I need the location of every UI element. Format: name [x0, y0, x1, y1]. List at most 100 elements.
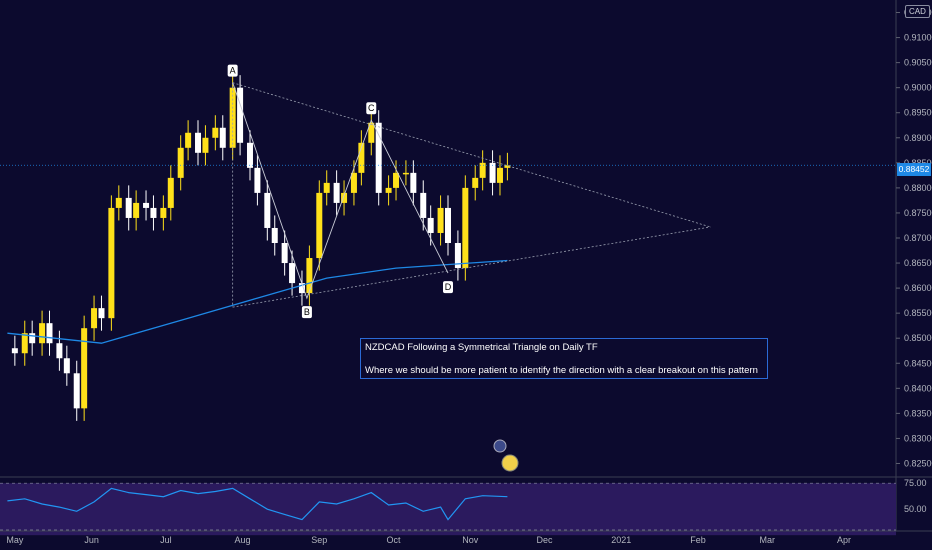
candle-body: [63, 358, 70, 374]
candle-body: [195, 132, 202, 153]
candle-body: [316, 192, 323, 259]
candle-body: [246, 142, 253, 168]
candle-body: [454, 243, 461, 269]
candle-body: [264, 192, 271, 228]
candle-body: [115, 197, 122, 208]
candle-body: [479, 162, 486, 178]
candle-body: [237, 87, 244, 143]
candle-body: [385, 187, 392, 193]
candle-body: [410, 172, 417, 193]
candle-body: [185, 132, 192, 148]
candle-body: [281, 243, 288, 264]
candle-body: [333, 182, 340, 203]
candle-body: [271, 227, 278, 244]
candle-body: [98, 308, 105, 319]
time-tick-label: Dec: [537, 535, 554, 545]
candle-body: [254, 167, 261, 193]
candle-body: [462, 187, 469, 269]
candle-body: [11, 348, 18, 354]
candle-body: [298, 283, 305, 294]
time-tick-label: Apr: [837, 535, 851, 545]
event-icon: [493, 439, 507, 453]
time-tick-label: May: [6, 535, 24, 545]
price-axis[interactable]: 0.915000.910000.905000.900000.895000.890…: [895, 0, 932, 531]
wave-label-a: A: [230, 66, 236, 76]
candle-body: [29, 333, 36, 344]
time-tick-label: Jun: [84, 535, 99, 545]
time-tick-label: Aug: [235, 535, 251, 545]
candle-body: [437, 207, 444, 233]
rsi-tick-label: 75.00: [904, 478, 927, 488]
candle-body: [150, 207, 157, 218]
candle-body: [21, 333, 28, 354]
time-axis[interactable]: May Jun Jul Aug Sep Oct Nov Dec 2021 Feb Mar Apr: [0, 530, 932, 545]
candle-body: [472, 177, 479, 188]
candle-body: [289, 263, 296, 284]
wave-label-b: B: [304, 307, 310, 317]
annotation-title: NZDCAD Following a Symmetrical Triangle …: [365, 342, 598, 353]
rsi-tick-label: 50.00: [904, 504, 927, 514]
candle-body: [202, 137, 209, 153]
wave-label-bg: [366, 102, 377, 115]
rsi-pane: 75.00 50.00: [0, 476, 932, 536]
wave-label-bg: [227, 64, 238, 77]
candle-body: [125, 197, 132, 218]
abcd-path: [232, 82, 449, 300]
candle-body: [73, 373, 80, 409]
candle-body: [91, 308, 98, 329]
candle-body: [358, 142, 365, 173]
candle-body: [402, 172, 409, 175]
time-tick-label: Oct: [387, 535, 402, 545]
triangle-upper-line: [232, 82, 711, 228]
price-pane[interactable]: A B C D: [0, 64, 896, 472]
candle-body: [504, 165, 511, 168]
candle-body: [56, 343, 63, 359]
rsi-band: [0, 483, 896, 536]
candle-body: [108, 207, 115, 319]
candle-body: [160, 207, 167, 218]
time-tick-label: Jul: [160, 535, 172, 545]
candle-body: [489, 162, 496, 183]
candle-body: [393, 172, 400, 188]
candle-body: [445, 207, 451, 244]
candle-body: [323, 182, 330, 193]
candle-body: [167, 177, 174, 208]
candle-body: [306, 258, 313, 294]
price-tick-label: 0.88500: [904, 158, 932, 168]
candle-body: [133, 202, 140, 218]
candle-body: [341, 192, 348, 203]
wave-label-c: C: [368, 103, 375, 113]
time-tick-label: Sep: [311, 535, 327, 545]
candle-body: [219, 127, 226, 148]
annotation-note[interactable]: NZDCAD Following a Symmetrical Triangle …: [360, 338, 768, 379]
candle-body: [368, 122, 375, 143]
candle-body: [229, 87, 236, 148]
currency-badge[interactable]: CAD: [905, 5, 930, 18]
candle-body: [496, 167, 503, 183]
candle-body: [143, 202, 150, 208]
candle-body: [375, 122, 382, 193]
rsi-line: [7, 487, 508, 521]
candle-body: [81, 328, 88, 409]
time-tick-label: 2021: [611, 535, 631, 545]
last-price-label: 0.88452: [897, 163, 931, 176]
wave-label-bg: [301, 306, 312, 319]
time-tick-label: Mar: [760, 535, 776, 545]
wave-label-d: D: [445, 282, 452, 292]
candle-body: [427, 217, 434, 233]
